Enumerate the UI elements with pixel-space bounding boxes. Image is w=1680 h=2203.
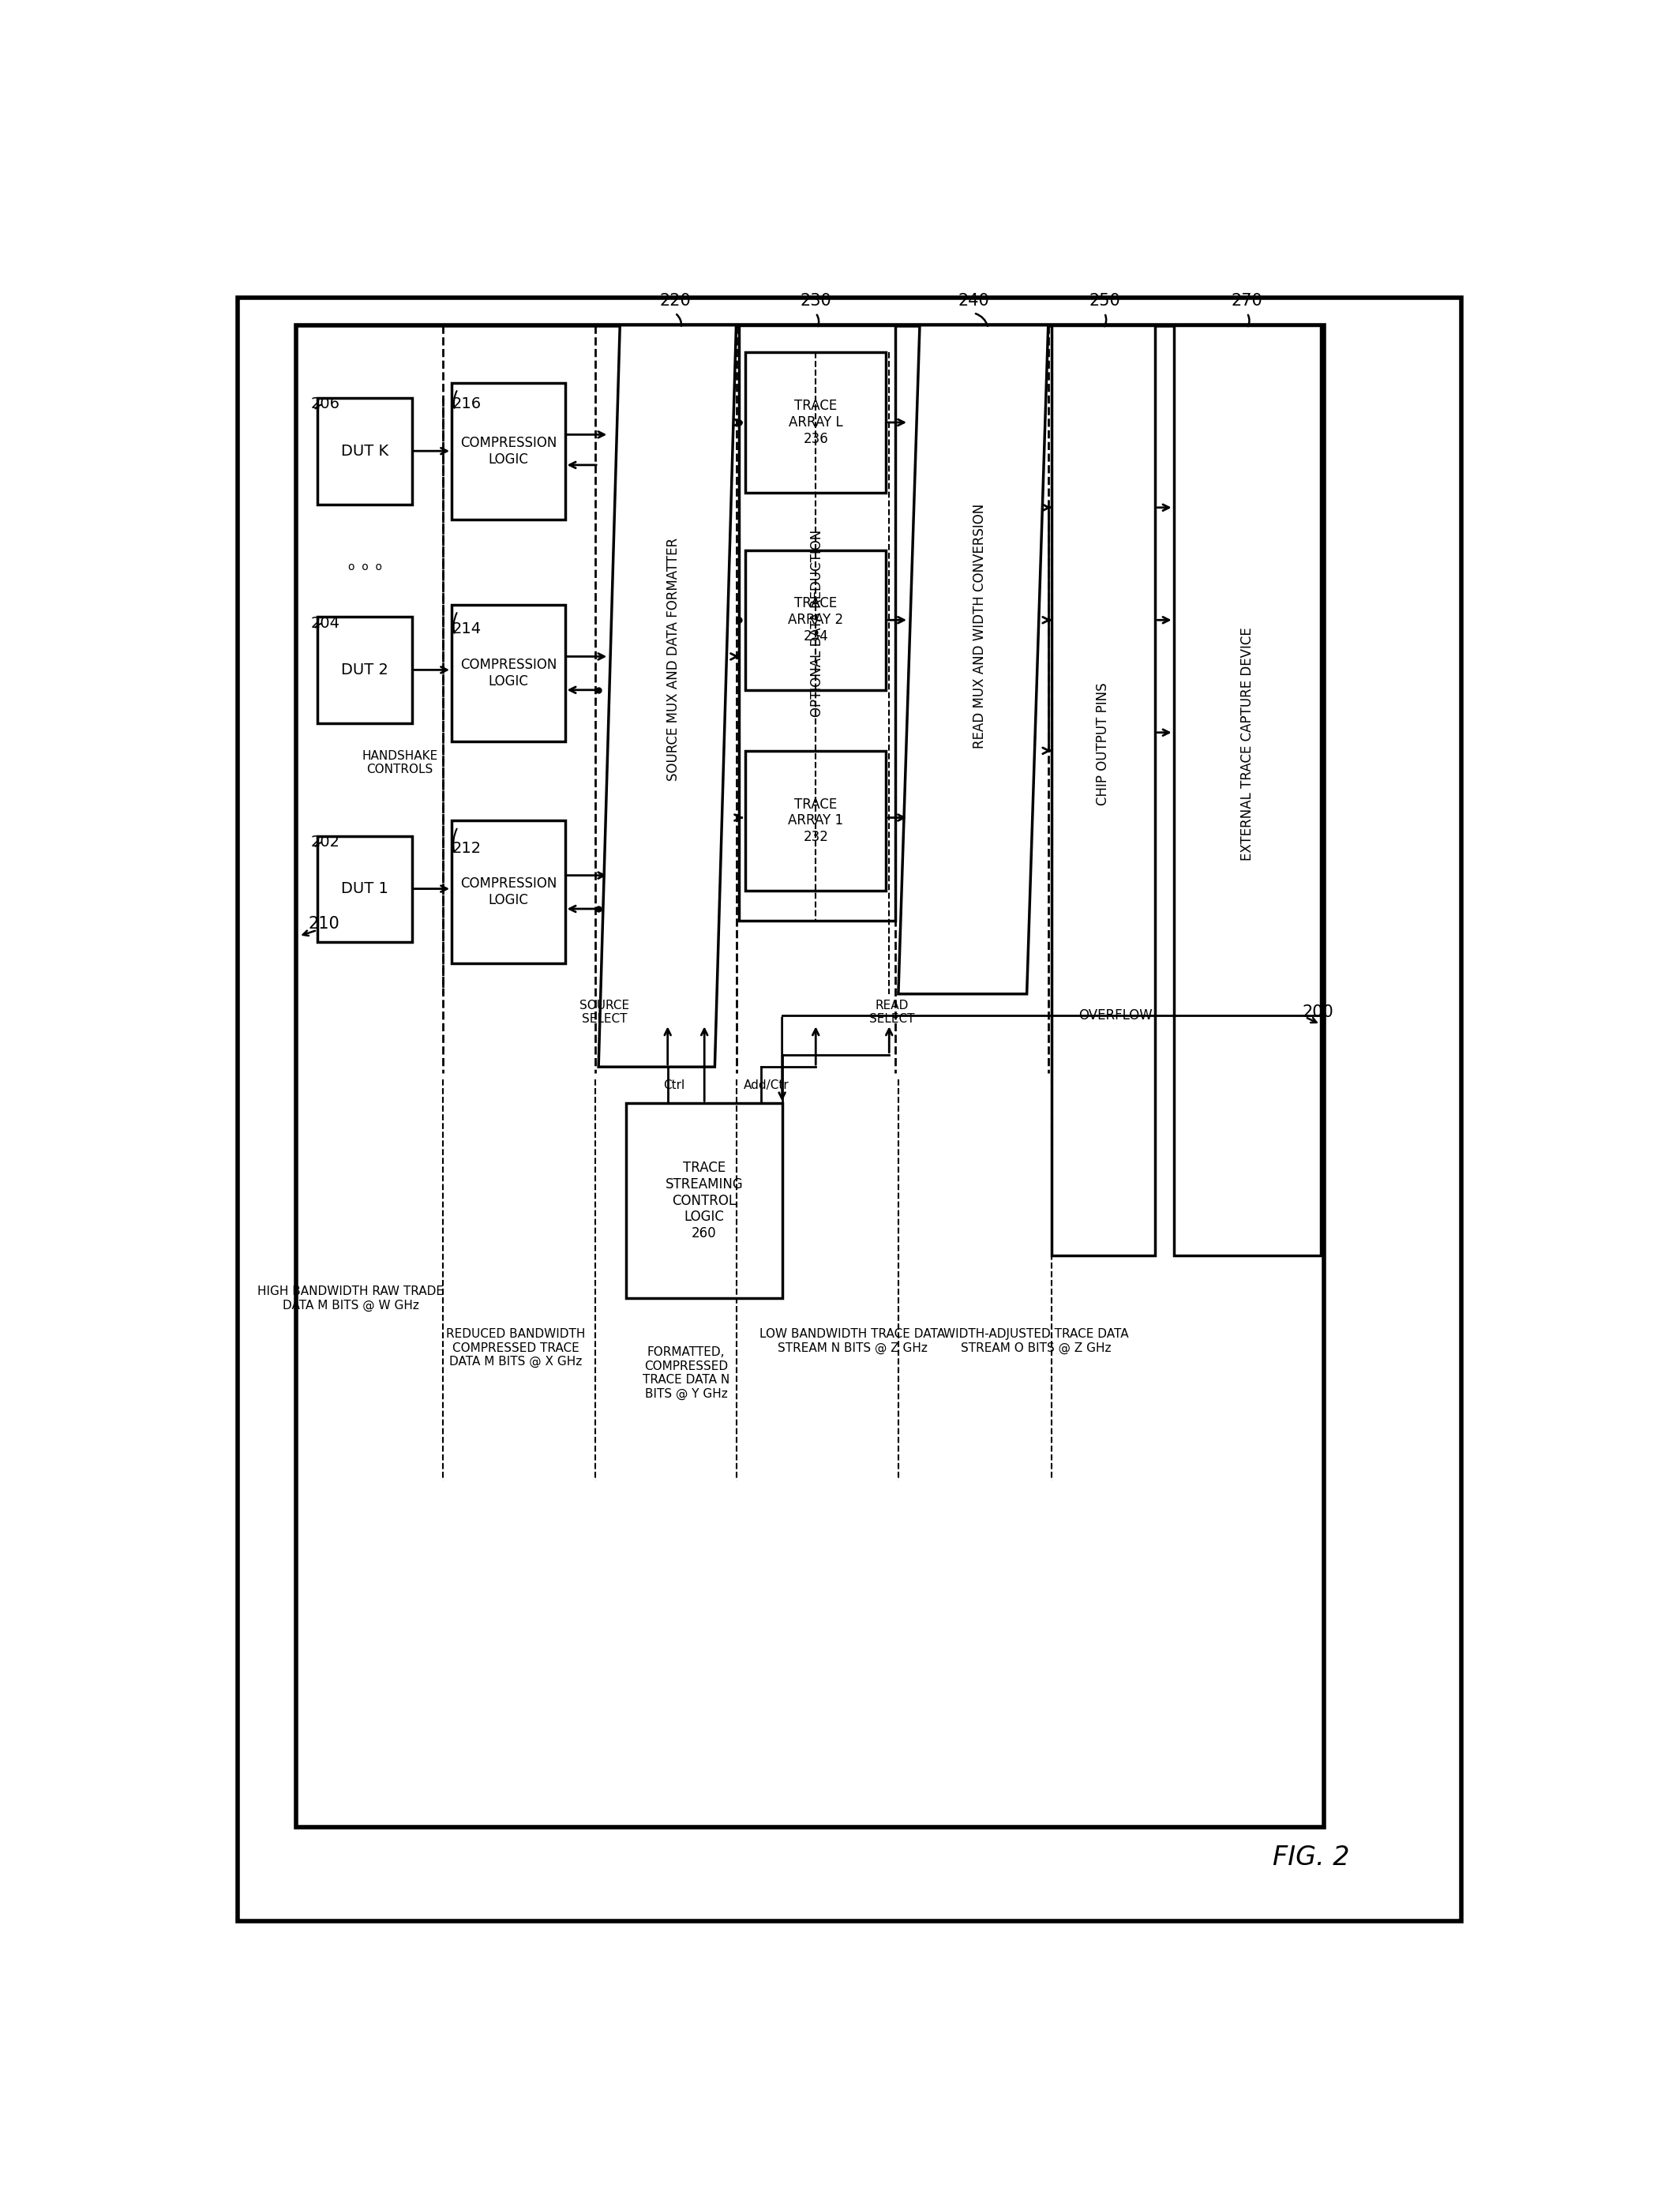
Bar xyxy=(318,399,412,504)
Text: HANDSHAKE
CONTROLS: HANDSHAKE CONTROLS xyxy=(361,751,438,775)
Text: DUT K: DUT K xyxy=(341,443,388,458)
Bar xyxy=(746,352,885,491)
Text: DUT 2: DUT 2 xyxy=(341,663,388,679)
Text: TRACE
ARRAY L
236: TRACE ARRAY L 236 xyxy=(788,399,843,445)
Text: LOW BANDWIDTH TRACE DATA
STREAM N BITS @ Z GHz: LOW BANDWIDTH TRACE DATA STREAM N BITS @… xyxy=(759,1328,946,1355)
Text: TRACE
ARRAY 2
234: TRACE ARRAY 2 234 xyxy=(788,597,843,643)
Bar xyxy=(452,822,564,963)
Text: Add/Ctr: Add/Ctr xyxy=(744,1079,790,1090)
Text: DUT 1: DUT 1 xyxy=(341,881,388,897)
Text: CHIP OUTPUT PINS: CHIP OUTPUT PINS xyxy=(1095,683,1110,806)
Polygon shape xyxy=(899,326,1048,994)
Text: COMPRESSION
LOGIC: COMPRESSION LOGIC xyxy=(460,877,556,908)
Text: o  o  o: o o o xyxy=(348,562,381,573)
Text: 216: 216 xyxy=(452,397,480,412)
Text: 212: 212 xyxy=(452,842,480,855)
Text: EXTERNAL TRACE CAPTURE DEVICE: EXTERNAL TRACE CAPTURE DEVICE xyxy=(1240,628,1255,861)
Bar xyxy=(627,1104,783,1298)
Text: READ
SELECT: READ SELECT xyxy=(870,1000,916,1024)
Text: COMPRESSION
LOGIC: COMPRESSION LOGIC xyxy=(460,659,556,690)
Bar xyxy=(746,751,885,890)
Text: 210: 210 xyxy=(307,916,339,932)
Polygon shape xyxy=(598,326,736,1066)
Text: SOURCE MUX AND DATA FORMATTER: SOURCE MUX AND DATA FORMATTER xyxy=(667,538,680,780)
Text: 250: 250 xyxy=(1089,293,1121,308)
Bar xyxy=(318,835,412,943)
Bar xyxy=(739,326,895,921)
Text: HIGH BANDWIDTH RAW TRADE
DATA M BITS @ W GHz: HIGH BANDWIDTH RAW TRADE DATA M BITS @ W… xyxy=(257,1287,444,1311)
Text: READ MUX AND WIDTH CONVERSION: READ MUX AND WIDTH CONVERSION xyxy=(973,504,986,749)
Bar xyxy=(452,383,564,520)
Text: Ctrl: Ctrl xyxy=(664,1079,684,1090)
Text: 206: 206 xyxy=(311,397,339,412)
Text: FORMATTED,
COMPRESSED
TRACE DATA N
BITS @ Y GHz: FORMATTED, COMPRESSED TRACE DATA N BITS … xyxy=(642,1346,729,1399)
Text: TRACE
ARRAY 1
232: TRACE ARRAY 1 232 xyxy=(788,797,843,844)
Text: 270: 270 xyxy=(1231,293,1263,308)
Bar xyxy=(296,326,1324,1826)
Text: 220: 220 xyxy=(659,293,690,308)
Text: WIDTH-ADJUSTED TRACE DATA
STREAM O BITS @ Z GHz: WIDTH-ADJUSTED TRACE DATA STREAM O BITS … xyxy=(944,1328,1129,1355)
Text: FIG. 2: FIG. 2 xyxy=(1273,1844,1349,1870)
Text: 230: 230 xyxy=(800,293,832,308)
Text: 214: 214 xyxy=(452,621,480,637)
Text: 240: 240 xyxy=(958,293,990,308)
Text: 202: 202 xyxy=(311,835,339,850)
Bar xyxy=(318,617,412,723)
Text: 200: 200 xyxy=(1302,1005,1334,1020)
Text: TRACE
STREAMING
CONTROL
LOGIC
260: TRACE STREAMING CONTROL LOGIC 260 xyxy=(665,1161,743,1240)
Bar xyxy=(1174,326,1320,1256)
Text: OPTIONAL DATA REDUCTION: OPTIONAL DATA REDUCTION xyxy=(810,529,825,716)
Bar xyxy=(452,606,564,742)
Text: COMPRESSION
LOGIC: COMPRESSION LOGIC xyxy=(460,436,556,467)
Text: 204: 204 xyxy=(311,615,339,630)
Text: OVERFLOW: OVERFLOW xyxy=(1079,1009,1152,1022)
Bar xyxy=(1052,326,1156,1256)
Bar xyxy=(746,551,885,690)
Text: REDUCED BANDWIDTH
COMPRESSED TRACE
DATA M BITS @ X GHz: REDUCED BANDWIDTH COMPRESSED TRACE DATA … xyxy=(447,1328,586,1368)
Text: SOURCE
SELECT: SOURCE SELECT xyxy=(580,1000,630,1024)
